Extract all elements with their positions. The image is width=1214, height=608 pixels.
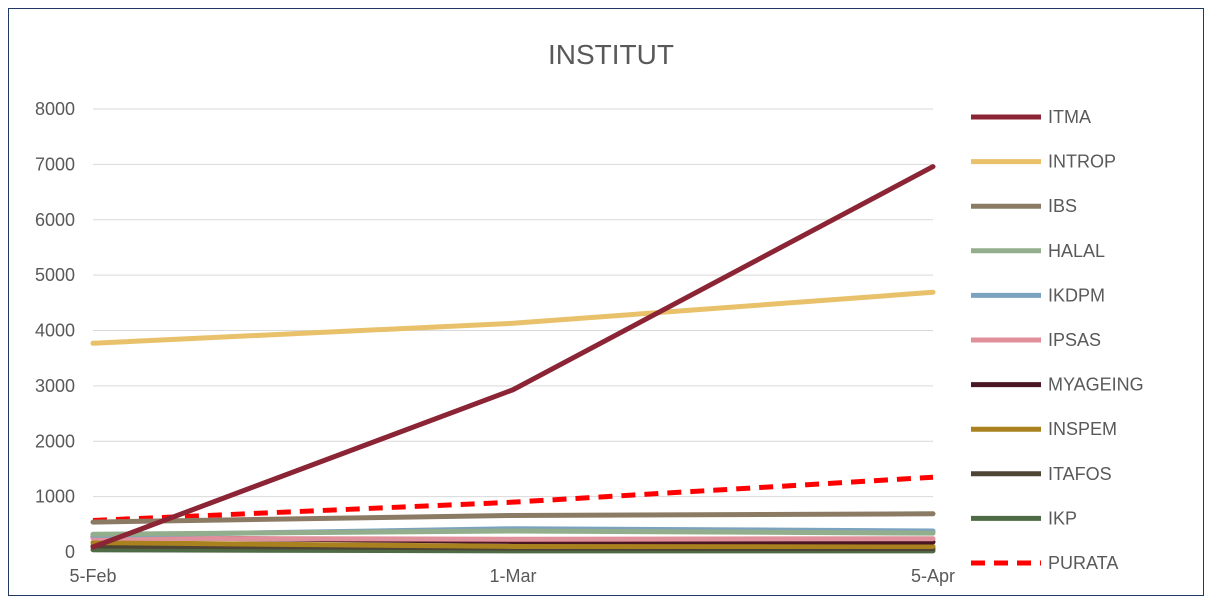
- series-line-ibs: [90, 511, 936, 525]
- legend-label: IBS: [1048, 196, 1077, 216]
- y-tick-label: 2000: [35, 431, 75, 451]
- legend-item-introp: INTROP: [971, 152, 1116, 172]
- y-tick-label: 6000: [35, 210, 75, 230]
- x-tick-label: 1-Mar: [489, 566, 536, 586]
- legend-label: MYAGEING: [1048, 375, 1144, 395]
- legend-item-ikdpm: IKDPM: [971, 285, 1105, 305]
- x-tick-label: 5-Feb: [69, 566, 116, 586]
- series-line-introp: [90, 289, 936, 346]
- y-tick-label: 7000: [35, 154, 75, 174]
- legend-item-inspem: INSPEM: [971, 419, 1117, 439]
- y-tick-label: 0: [65, 542, 75, 562]
- legend-item-ikp: IKP: [971, 508, 1077, 528]
- legend: ITMA INTROP IBS HALAL IKDPM IPSAS MYAGEING INSP…: [971, 107, 1144, 573]
- x-tick-label: 5-Apr: [911, 566, 955, 586]
- series-line-inspem: [90, 540, 936, 549]
- series-line-ipsas: [90, 535, 936, 542]
- legend-label: IPSAS: [1048, 330, 1101, 350]
- series-lines: [90, 164, 936, 554]
- legend-label: HALAL: [1048, 241, 1105, 261]
- y-tick-label: 1000: [35, 487, 75, 507]
- y-tick-label: 5000: [35, 265, 75, 285]
- legend-item-itafos: ITAFOS: [971, 464, 1112, 484]
- legend-item-ipsas: IPSAS: [971, 330, 1101, 350]
- legend-item-itma: ITMA: [971, 107, 1091, 127]
- legend-item-ibs: IBS: [971, 196, 1077, 216]
- legend-label: INSPEM: [1048, 419, 1117, 439]
- legend-label: PURATA: [1048, 553, 1118, 573]
- legend-item-halal: HALAL: [971, 241, 1105, 261]
- legend-item-myageing: MYAGEING: [971, 375, 1144, 395]
- y-tick-label: 3000: [35, 376, 75, 396]
- series-line-itma: [90, 164, 936, 550]
- y-axis-ticks: 0 1000 2000 3000 4000 5000 6000 7000 8000: [35, 99, 75, 562]
- x-axis-ticks: 5-Feb 1-Mar 5-Apr: [69, 566, 955, 586]
- series-line-purata: [92, 474, 934, 523]
- series-line-halal: [90, 528, 936, 537]
- y-tick-label: 4000: [35, 321, 75, 341]
- chart-title: INSTITUT: [548, 39, 674, 70]
- legend-label: ITMA: [1048, 107, 1091, 127]
- legend-label: IKDPM: [1048, 285, 1105, 305]
- legend-label: IKP: [1048, 508, 1077, 528]
- line-chart: INSTITUT 0 1000 2000 3000 4000 5000 6000 7000 80…: [35, 39, 1144, 586]
- legend-label: ITAFOS: [1048, 464, 1112, 484]
- legend-label: INTROP: [1048, 152, 1116, 172]
- chart-frame: INSTITUT 0 1000 2000 3000 4000 5000 6000 7000 80…: [8, 8, 1204, 596]
- y-tick-label: 8000: [35, 99, 75, 119]
- legend-item-purata: PURATA: [971, 553, 1118, 573]
